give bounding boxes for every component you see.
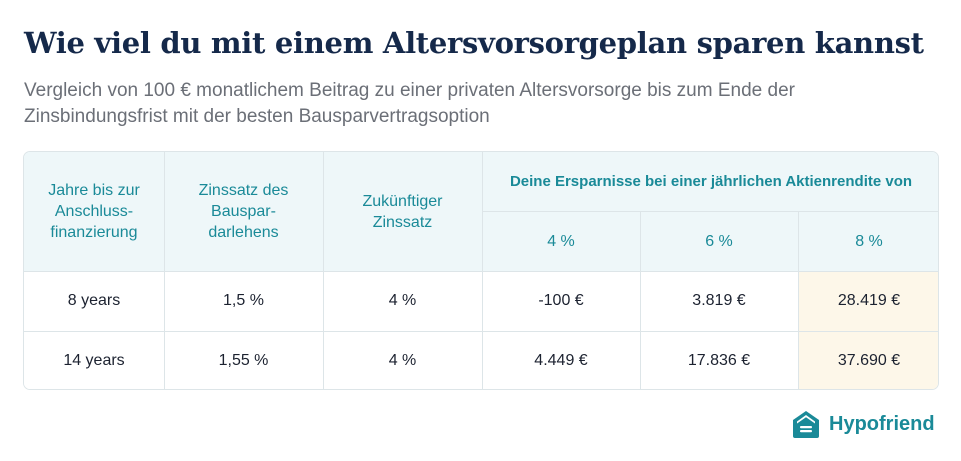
header-return-6: 6 %	[640, 211, 798, 271]
header-future-rate: Zukünftiger Zinssatz	[323, 152, 482, 271]
header-return-4-label: 4 %	[547, 232, 575, 250]
header-return-6-label: 6 %	[705, 232, 733, 250]
grid-line	[24, 331, 938, 332]
header-loan-rate: Zinssatz des Bauspar-darlehens	[164, 152, 323, 271]
table-row-1-years: 8 years	[24, 271, 164, 331]
grid-line	[798, 211, 799, 389]
table-row-1-savings-4: -100 €	[482, 271, 640, 331]
table-row-2-loan-rate: 1,55 %	[164, 331, 323, 389]
grid-line	[24, 271, 938, 272]
grid-line	[482, 152, 483, 389]
header-years-label: Jahre bis zur Anschluss-finanzierung	[48, 182, 140, 241]
table-row-2-savings-8: 37.690 €	[798, 331, 938, 389]
table-row-2-future-rate: 4 %	[323, 331, 482, 389]
table-row-2-savings-6: 17.836 €	[640, 331, 798, 389]
grid-line	[323, 152, 324, 389]
savings-comparison-table: Jahre bis zur Anschluss-finanzierung Zin…	[23, 151, 939, 390]
page-subtitle: Vergleich von 100 € monatlichem Beitrag …	[24, 80, 795, 127]
house-logo-icon	[793, 411, 819, 438]
header-years: Jahre bis zur Anschluss-finanzierung	[24, 152, 164, 271]
grid-line	[164, 152, 165, 389]
page-title: Wie viel du mit einem Altersvorsorgeplan…	[24, 26, 924, 60]
brand-logo: Hypofriend	[791, 409, 935, 439]
header-return-8-label: 8 %	[855, 232, 883, 250]
header-savings-group-label: Deine Ersparnisse bei einer jährlichen A…	[509, 173, 913, 190]
brand-name: Hypofriend	[829, 412, 935, 435]
header-savings-group: Deine Ersparnisse bei einer jährlichen A…	[482, 152, 938, 211]
grid-line	[482, 211, 938, 212]
header-loan-rate-label: Zinssatz des Bauspar-darlehens	[198, 182, 289, 241]
header-return-4: 4 %	[482, 211, 640, 271]
header-future-rate-label: Zukünftiger Zinssatz	[362, 192, 443, 231]
table-row-2-savings-4: 4.449 €	[482, 331, 640, 389]
table-row-1-savings-6: 3.819 €	[640, 271, 798, 331]
table-row-1-loan-rate: 1,5 %	[164, 271, 323, 331]
header-return-8: 8 %	[798, 211, 938, 271]
table-row-1-savings-8: 28.419 €	[798, 271, 938, 331]
grid-line	[640, 211, 641, 389]
table-row-2-years: 14 years	[24, 331, 164, 389]
table-row-1-future-rate: 4 %	[323, 271, 482, 331]
